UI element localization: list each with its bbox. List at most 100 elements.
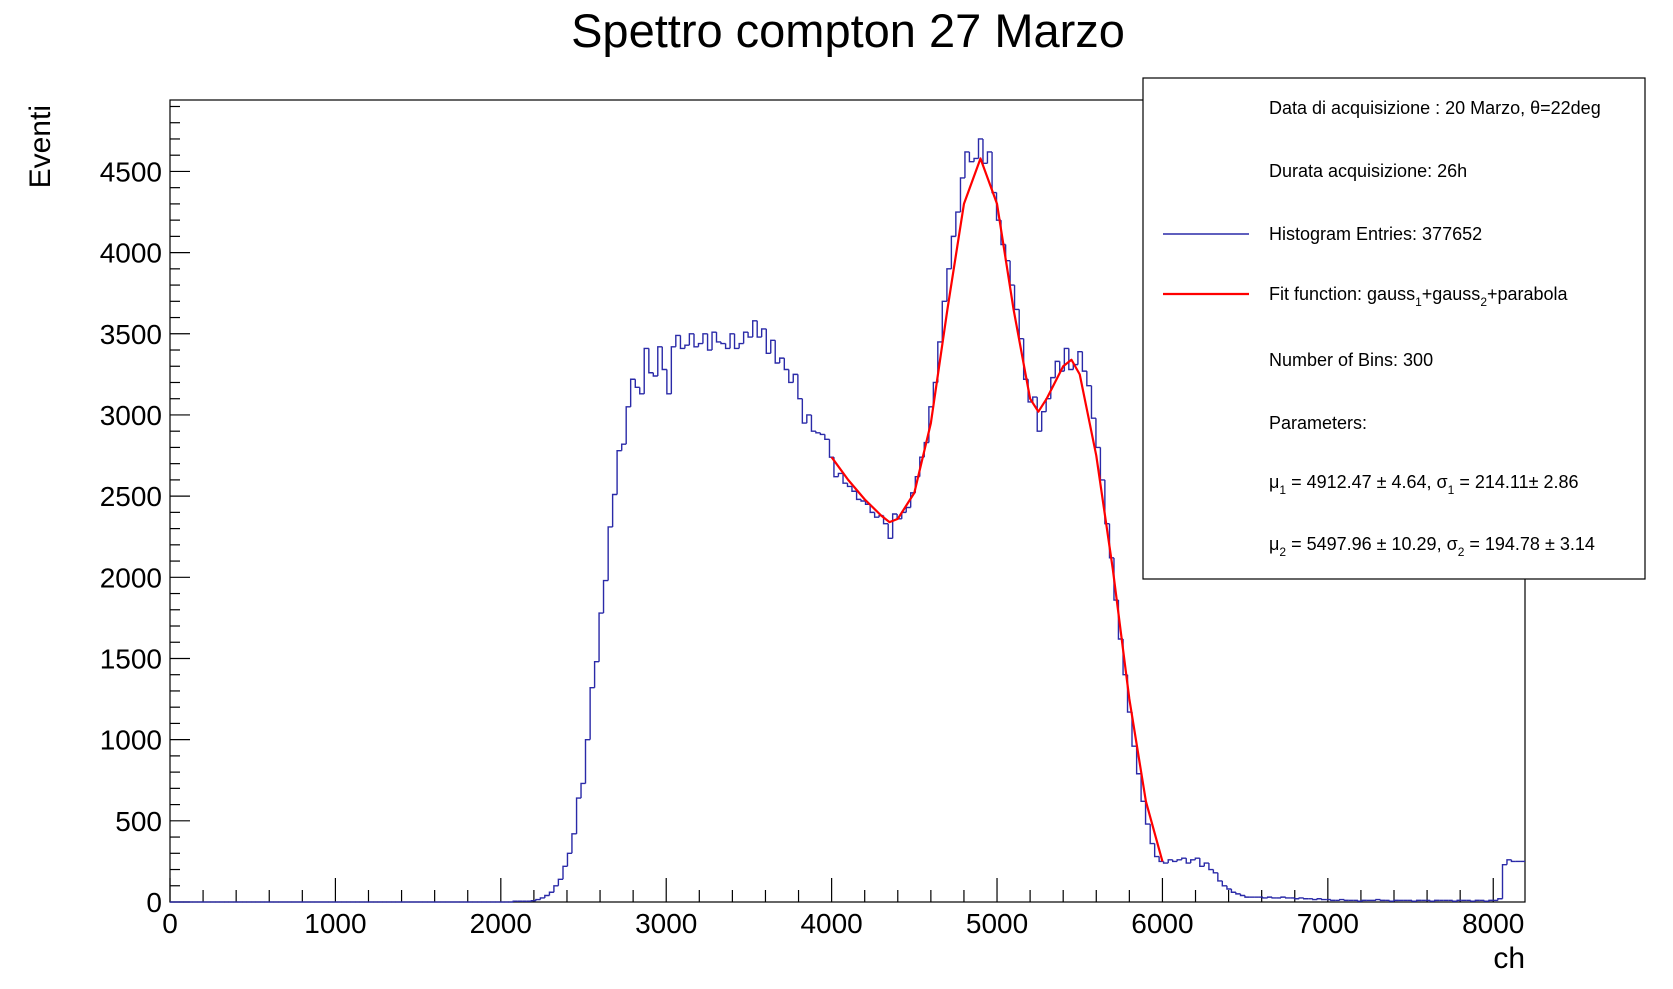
histogram-bin bbox=[544, 894, 550, 898]
histogram-bin bbox=[846, 483, 852, 488]
histogram-bin bbox=[778, 357, 785, 364]
histogram-bin bbox=[1144, 801, 1151, 825]
y-tick-label: 500 bbox=[115, 806, 162, 837]
histogram-bin bbox=[986, 151, 993, 164]
histogram-bin bbox=[1271, 897, 1277, 899]
histogram-bin bbox=[616, 449, 622, 495]
histogram-bin bbox=[946, 268, 952, 302]
legend-text: μ2 = 5497.96 ± 10.29, σ2 = 194.78 ± 3.14 bbox=[1269, 534, 1595, 559]
x-tick-label: 4000 bbox=[800, 908, 862, 939]
histogram-bin bbox=[611, 493, 618, 527]
histogram-bin bbox=[891, 513, 898, 539]
y-tick-label: 4500 bbox=[100, 156, 162, 187]
legend-subscript: 2 bbox=[1458, 545, 1465, 559]
histogram-bin bbox=[1379, 899, 1386, 902]
histogram-bin bbox=[959, 177, 965, 213]
histogram-bin bbox=[1262, 897, 1268, 899]
histogram-bin bbox=[580, 782, 586, 799]
legend-text-part: Data di acquisizione : 20 Marzo, θ=22deg bbox=[1269, 98, 1601, 118]
x-axis-label: ch bbox=[1493, 942, 1525, 975]
histogram-bin bbox=[1321, 898, 1327, 901]
histogram-bin bbox=[675, 334, 681, 347]
legend-label: Histogram Entries: 377652 bbox=[1269, 224, 1482, 244]
histogram-bin bbox=[1095, 418, 1101, 449]
histogram-bin bbox=[1199, 858, 1205, 867]
histogram-bin bbox=[797, 374, 803, 400]
y-tick-label: 3500 bbox=[100, 319, 162, 350]
histogram-bin bbox=[1506, 859, 1512, 865]
histogram-bin bbox=[1415, 899, 1422, 902]
histogram-bin bbox=[1235, 892, 1241, 895]
y-tick-label: 1500 bbox=[100, 643, 162, 674]
histogram-bin bbox=[539, 897, 545, 900]
x-tick-label: 5000 bbox=[966, 908, 1028, 939]
histogram-bin bbox=[679, 335, 685, 350]
histogram-bin bbox=[752, 320, 758, 338]
histogram-bin bbox=[715, 332, 721, 343]
legend-subscript: 2 bbox=[1480, 295, 1487, 309]
histogram-bin bbox=[733, 333, 740, 350]
histogram-bin bbox=[1239, 893, 1245, 897]
histogram-bin bbox=[815, 431, 821, 434]
histogram-bin bbox=[1411, 900, 1417, 902]
histogram-bin bbox=[1343, 899, 1349, 902]
histogram-bin bbox=[968, 151, 975, 163]
histogram-bin bbox=[760, 328, 767, 338]
histogram-bin bbox=[1104, 479, 1110, 525]
histogram-bin bbox=[1433, 899, 1440, 902]
histogram-bin bbox=[575, 797, 582, 834]
histogram-bin bbox=[792, 373, 798, 383]
histogram-bin bbox=[1135, 746, 1142, 775]
histogram-bin bbox=[810, 414, 816, 432]
histogram-bin bbox=[1339, 898, 1345, 901]
histogram-bin bbox=[1230, 889, 1236, 893]
histogram-bin bbox=[702, 333, 708, 344]
histogram-bin bbox=[729, 333, 735, 349]
histogram-bin bbox=[607, 526, 613, 581]
histogram-bin bbox=[801, 398, 807, 424]
legend-text: Fit function: gauss1+gauss2+parabola bbox=[1269, 284, 1569, 309]
histogram-bin bbox=[1077, 350, 1083, 365]
x-tick-label: 3000 bbox=[635, 908, 697, 939]
histogram-bin bbox=[860, 499, 866, 502]
fit-curve bbox=[830, 157, 1164, 862]
histogram-bin bbox=[837, 472, 844, 477]
histogram-bin bbox=[1063, 347, 1069, 372]
histogram-bin bbox=[548, 891, 554, 896]
histogram-bin bbox=[593, 661, 600, 688]
histogram-bin bbox=[1185, 858, 1191, 864]
legend-box bbox=[1142, 77, 1646, 580]
histogram-bin bbox=[1393, 899, 1399, 902]
histogram-bin bbox=[643, 347, 649, 394]
histogram-bin bbox=[1176, 859, 1182, 862]
histogram-bin bbox=[1284, 897, 1291, 899]
histogram-bin bbox=[688, 333, 695, 346]
histogram-bin bbox=[1429, 900, 1435, 902]
histogram-bin bbox=[747, 332, 753, 338]
histogram-bin bbox=[851, 486, 857, 492]
histogram-bin bbox=[770, 339, 776, 354]
histogram-bin bbox=[742, 331, 749, 344]
histogram-bin bbox=[1131, 712, 1137, 747]
legend-text: μ1 = 4912.47 ± 4.64, σ1 = 214.11± 2.86 bbox=[1269, 472, 1579, 497]
histogram-bin bbox=[720, 341, 726, 345]
histogram-bin bbox=[697, 342, 703, 347]
histogram-bin bbox=[765, 328, 771, 354]
histogram-bin bbox=[629, 378, 636, 407]
histogram-bin bbox=[666, 369, 672, 395]
legend-subscript: 2 bbox=[1279, 545, 1286, 559]
histogram-bin bbox=[598, 612, 604, 662]
y-tick-label: 3000 bbox=[100, 400, 162, 431]
histogram-bin bbox=[1221, 880, 1227, 887]
legend-text-part: Durata acquisizione: 26h bbox=[1269, 161, 1467, 181]
histogram-bin bbox=[711, 331, 717, 351]
histogram-bin bbox=[584, 738, 591, 784]
histogram-bin bbox=[625, 406, 631, 445]
histogram-bin bbox=[873, 512, 880, 518]
histogram-bin bbox=[1226, 885, 1232, 890]
histogram-bin bbox=[1266, 896, 1273, 898]
histogram-bin bbox=[1054, 360, 1060, 378]
histogram-bin bbox=[693, 333, 699, 348]
